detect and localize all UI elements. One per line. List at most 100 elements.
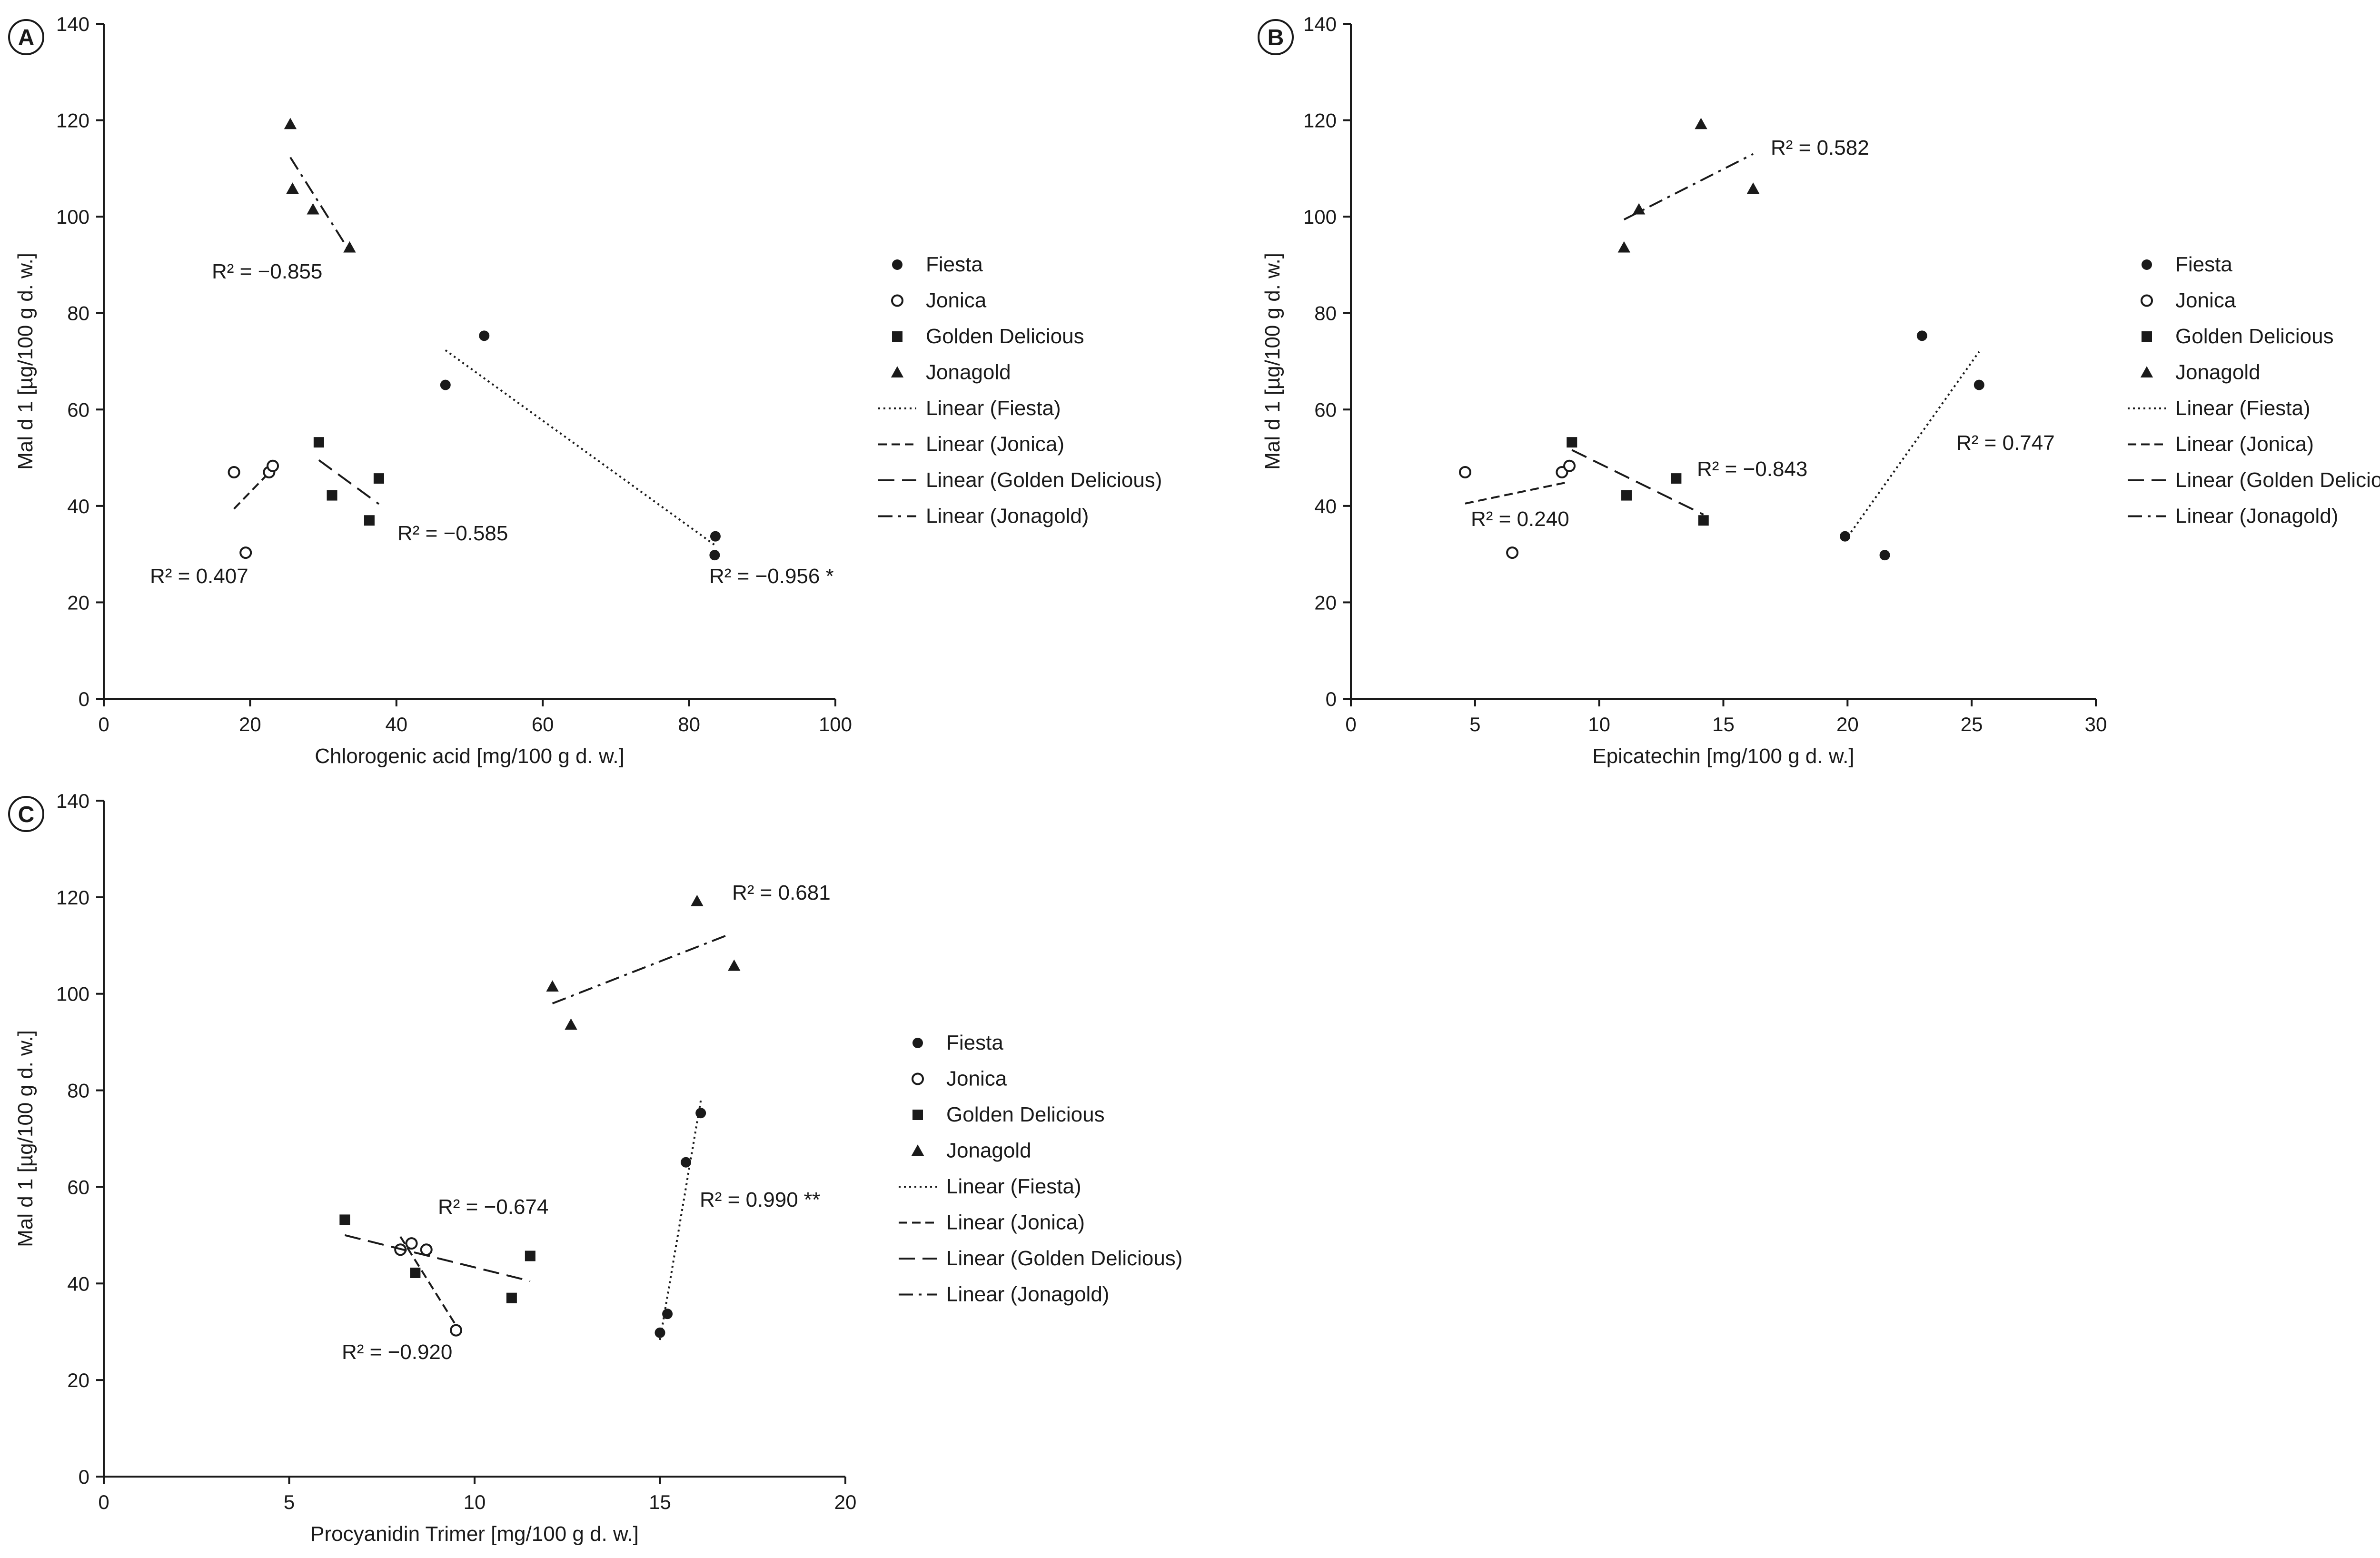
panel-A: A 0 20 40 60 80 100 120 140 0 20 40 60 80 100 Chlorogen… [8, 13, 1162, 768]
trendline-golden-delicious [344, 1234, 531, 1282]
legend-marker-jonica [891, 294, 903, 307]
point-jonagold [1695, 118, 1707, 129]
r2-label-fiesta: R² = −0.956 * [709, 565, 834, 588]
legend-label: Linear (Jonagold) [926, 505, 1089, 528]
r2-label-golden-delicious: R² = −0.843 [1697, 457, 1807, 481]
y-axis-label: Mal d 1 [µg/100 g d. w.] [14, 253, 37, 470]
y-tick-label: 100 [1303, 206, 1337, 228]
point-fiesta [1916, 330, 1927, 341]
legend: Fiesta Jonica Golden Delicious Jonagold Line… [878, 253, 1162, 528]
x-tick-label: 0 [98, 713, 109, 735]
trendline-jonica [1465, 481, 1570, 505]
legend-label: Jonagold [926, 361, 1011, 384]
point-jonagold [1617, 241, 1631, 253]
legend-marker-golden-delicious [2142, 331, 2152, 342]
y-tick-label: 100 [56, 983, 89, 1005]
x-tick-label: 0 [98, 1491, 109, 1513]
point-golden-delicious [327, 490, 337, 501]
point-golden-delicious [373, 473, 384, 484]
y-tick-label: 100 [56, 206, 89, 228]
r2-label-jonagold: R² = 0.582 [1771, 136, 1869, 159]
x-axis-label: Epicatechin [mg/100 g d. w.] [1592, 744, 1854, 768]
legend-label: Jonica [926, 289, 987, 312]
trendline-fiesta [659, 1100, 702, 1340]
legend-marker-fiesta [2142, 259, 2152, 270]
point-fiesta [479, 330, 490, 341]
point-fiesta [709, 550, 720, 561]
y-tick-label: 0 [79, 688, 89, 710]
legend-marker-fiesta [912, 1038, 923, 1048]
y-tick-label: 60 [67, 1176, 89, 1198]
legend-marker-jonica [912, 1072, 924, 1085]
point-fiesta [681, 1157, 692, 1168]
panel-letter-circle [8, 796, 44, 832]
y-tick-label: 80 [67, 1080, 89, 1102]
legend-label: Linear (Jonica) [926, 433, 1064, 456]
legend-marker-jonagold [2140, 366, 2153, 378]
y-tick-label: 20 [67, 591, 89, 614]
r2-label-jonagold: R² = 0.681 [732, 881, 831, 904]
trendline-fiesta [1844, 351, 1980, 541]
legend-label: Linear (Jonagold) [2175, 505, 2338, 528]
y-tick-label: 80 [67, 302, 89, 325]
trendline-golden-delicious [318, 459, 380, 505]
trendline-jonica [399, 1236, 457, 1326]
trendline-jonagold [289, 157, 351, 252]
point-fiesta [654, 1327, 665, 1338]
point-jonica [1458, 466, 1471, 478]
r2-label-golden-delicious: R² = −0.585 [397, 522, 508, 545]
legend-label: Linear (Golden Delicious) [926, 468, 1162, 492]
legend-marker-jonagold [911, 1144, 924, 1156]
x-tick-label: 25 [1961, 713, 1983, 735]
point-jonica [1506, 546, 1519, 559]
x-tick-label: 10 [464, 1491, 486, 1513]
x-tick-label: 100 [819, 713, 852, 735]
legend: Fiesta Jonica Golden Delicious Jonagold Line… [899, 1031, 1182, 1306]
panel-C: C 0 20 40 60 80 100 120 140 0 5 10 15 20 Procyanidin T… [8, 790, 1182, 1546]
point-golden-delicious [364, 515, 375, 526]
x-tick-label: 5 [284, 1491, 295, 1513]
point-jonagold [546, 980, 559, 992]
legend-label: Jonagold [2175, 361, 2261, 384]
panel-letter-circle [8, 19, 44, 55]
panel-letter: B [1268, 25, 1284, 50]
point-golden-delicious [1621, 490, 1632, 501]
legend-label: Fiesta [946, 1031, 1003, 1054]
y-tick-label: 0 [1326, 688, 1337, 710]
x-tick-label: 40 [385, 713, 407, 735]
point-jonica [1563, 459, 1576, 472]
legend: Fiesta Jonica Golden Delicious Jonagold Line… [2128, 253, 2380, 528]
x-tick-label: 20 [834, 1491, 857, 1513]
point-golden-delicious [1567, 437, 1577, 448]
point-jonagold [286, 182, 299, 194]
trendline-golden-delicious [1571, 449, 1704, 516]
r2-label-golden-delicious: R² = −0.674 [438, 1195, 548, 1219]
point-fiesta [695, 1108, 706, 1119]
point-fiesta [1879, 550, 1890, 561]
point-jonagold [1746, 182, 1760, 194]
point-jonica [405, 1237, 418, 1250]
r2-label-jonica: R² = −0.920 [342, 1340, 452, 1364]
r2-label-jonica: R² = 0.407 [150, 565, 248, 588]
y-tick-label: 140 [1303, 13, 1337, 35]
y-axis-label: Mal d 1 [µg/100 g d. w.] [14, 1030, 37, 1247]
legend-label: Linear (Jonagold) [946, 1283, 1109, 1306]
legend-label: Golden Delicious [926, 325, 1084, 348]
panel-letter: A [18, 25, 35, 50]
x-tick-label: 5 [1469, 713, 1480, 735]
point-fiesta [662, 1309, 673, 1320]
r2-label-fiesta: R² = 0.990 ** [700, 1188, 820, 1211]
legend-marker-golden-delicious [892, 331, 902, 342]
y-tick-label: 80 [1314, 302, 1337, 325]
point-golden-delicious [1698, 515, 1709, 526]
point-golden-delicious [1671, 473, 1682, 484]
legend-label: Jonica [946, 1067, 1007, 1091]
y-tick-label: 120 [56, 886, 89, 909]
legend-label: Jonica [2175, 289, 2236, 312]
r2-label-jonagold: R² = −0.855 [212, 260, 322, 283]
legend-label: Fiesta [926, 253, 983, 276]
legend-label: Linear (Golden Delicious) [946, 1247, 1182, 1270]
x-tick-label: 60 [532, 713, 554, 735]
legend-label: Linear (Jonica) [2175, 433, 2314, 456]
